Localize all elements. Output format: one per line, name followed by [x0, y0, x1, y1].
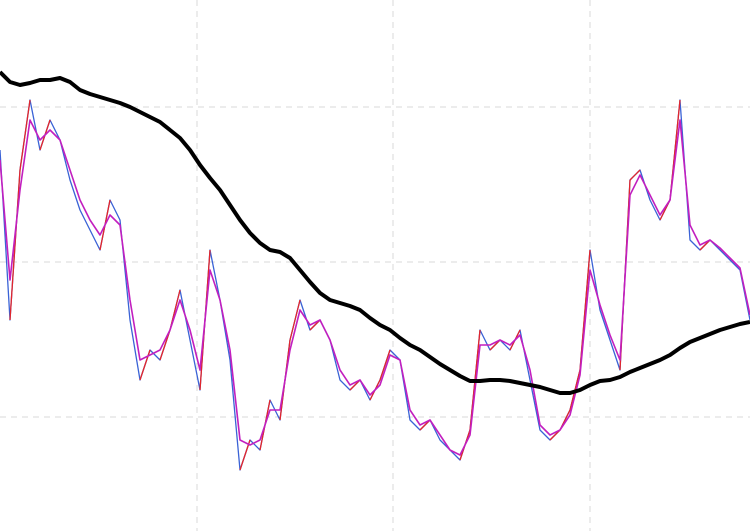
up-segment: [629, 169, 641, 181]
series-line: [0, 70, 750, 395]
up-segment: [289, 299, 301, 341]
up-segment: [19, 99, 31, 171]
up-segment: [9, 169, 21, 321]
up-segment: [139, 349, 151, 381]
up-segment: [379, 349, 391, 381]
series-line: [0, 99, 750, 471]
series-line: [0, 119, 750, 456]
